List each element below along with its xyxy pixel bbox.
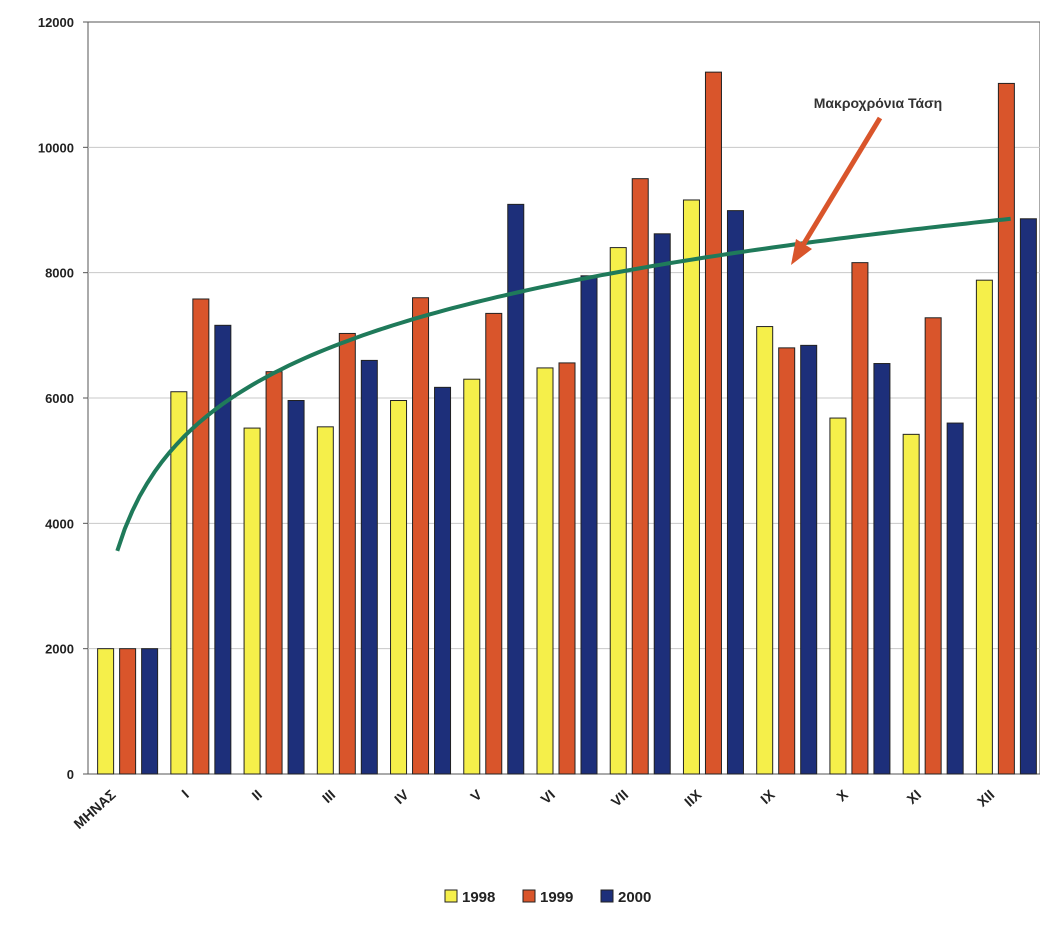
legend-label-1998: 1998 <box>462 889 495 906</box>
bar-1999-VI <box>558 362 576 775</box>
legend-label-1999: 1999 <box>540 889 573 906</box>
x-tick-label: ΜΗΝΑΣ <box>70 786 118 832</box>
bar-1998-ΜΗΝΑΣ <box>97 648 115 775</box>
bar-2000-V <box>507 203 525 775</box>
bar-1998-VII <box>609 247 627 775</box>
x-tick-label: IIX <box>681 786 705 810</box>
series-1998 <box>97 199 993 775</box>
y-tick-label: 10000 <box>38 140 74 155</box>
bar-1999-IIX <box>704 71 722 775</box>
annotation: Μακροχρόνια Τάση <box>791 95 942 265</box>
bar-2000-X <box>873 363 891 775</box>
x-tick-label: VI <box>537 786 558 807</box>
bar-1999-X <box>851 262 869 775</box>
bar-1999-IV <box>412 297 430 775</box>
bar-1999-V <box>485 312 503 775</box>
bar-series <box>97 71 1037 775</box>
bar-2000-VII <box>653 233 671 775</box>
x-tick-label: III <box>319 786 338 806</box>
x-tick-label: XII <box>974 786 997 809</box>
bar-1998-XII <box>975 279 993 775</box>
legend: 1998 1999 2000 <box>444 889 651 906</box>
annotation-arrow-head <box>791 239 812 265</box>
bar-1999-XII <box>997 82 1015 775</box>
bar-2000-IIX <box>726 210 744 775</box>
bar-2000-III <box>360 359 378 775</box>
legend-swatch-2000 <box>600 889 614 903</box>
y-tick-label: 12000 <box>38 15 74 30</box>
trend-annotation-label: Μακροχρόνια Τάση <box>814 95 942 111</box>
legend-swatch-1999 <box>522 889 536 903</box>
x-tick-label: VII <box>608 786 631 809</box>
y-tick-label: 0 <box>67 767 74 782</box>
bar-2000-IV <box>434 386 452 775</box>
y-tick-label: 8000 <box>45 266 74 281</box>
bar-1998-X <box>829 417 847 775</box>
bar-2000-XII <box>1019 218 1037 775</box>
x-tick-label: II <box>249 786 265 803</box>
bar-2000-II <box>287 400 305 775</box>
trend-line <box>115 216 1011 552</box>
bar-1999-II <box>265 371 283 775</box>
bar-2000-I <box>214 324 232 775</box>
bar-2000-VI <box>580 275 598 775</box>
bar-1998-IV <box>390 400 408 775</box>
legend-swatch-1998 <box>444 889 458 903</box>
y-tick-label: 6000 <box>45 391 74 406</box>
x-tick-label: IV <box>391 786 412 807</box>
x-tick-label: I <box>178 786 192 800</box>
legend-label-2000: 2000 <box>618 889 651 906</box>
bar-1998-IX <box>756 326 774 775</box>
bar-1998-V <box>463 378 481 775</box>
bar-1998-VI <box>536 367 554 775</box>
bar-1999-XI <box>924 317 942 775</box>
y-tick-label: 2000 <box>45 642 74 657</box>
bar-2000-XI <box>946 422 964 775</box>
y-tick-label: 4000 <box>45 516 74 531</box>
bar-1999-I <box>192 298 210 775</box>
x-tick-label: IX <box>757 786 778 807</box>
trend-layer <box>115 216 1011 552</box>
bar-1999-III <box>338 332 356 775</box>
bar-2000-IX <box>800 344 818 775</box>
series-1999 <box>119 71 1015 775</box>
x-axis: ΜΗΝΑΣ I II III IV V VI VII IIX IX X XI XII <box>70 786 997 832</box>
x-tick-label: V <box>467 786 485 805</box>
bar-1998-I <box>170 391 188 775</box>
annotation-arrow-shaft <box>797 116 883 252</box>
bar-1998-III <box>316 426 334 775</box>
bar-1998-IIX <box>682 199 700 775</box>
bar-1999-ΜΗΝΑΣ <box>119 648 137 775</box>
bar-1998-II <box>243 427 261 775</box>
series-2000 <box>141 203 1037 775</box>
bar-1999-IX <box>778 347 796 775</box>
y-axis: 0 2000 4000 6000 8000 10000 12000 <box>38 15 88 782</box>
bar-2000-ΜΗΝΑΣ <box>141 648 159 775</box>
x-tick-label: X <box>833 786 851 805</box>
bar-1998-XI <box>902 433 920 775</box>
bar-1999-VII <box>631 178 649 775</box>
x-tick-label: XI <box>904 786 925 807</box>
